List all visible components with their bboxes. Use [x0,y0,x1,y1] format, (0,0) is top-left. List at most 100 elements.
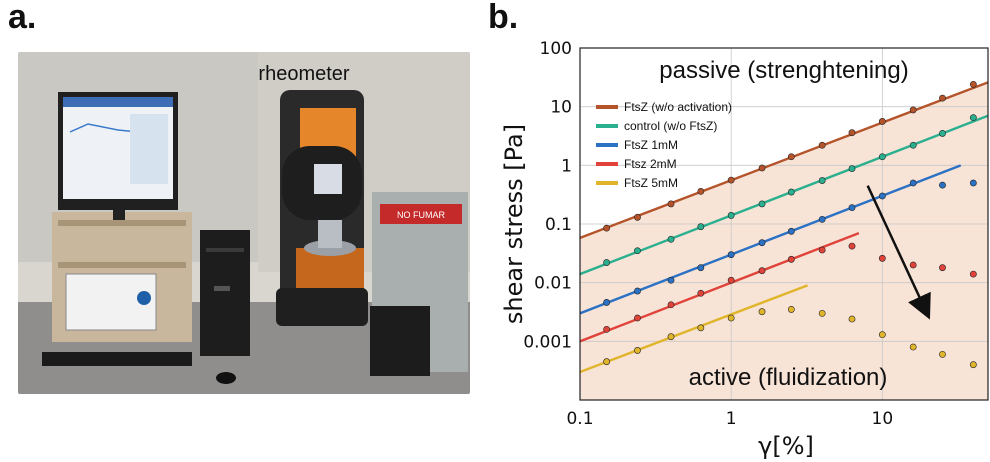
data-point-series-2 [697,264,705,272]
data-point-series-2 [939,181,946,189]
legend-label: Ftsz 2mM [624,157,677,171]
legend-label: FtsZ (w/o activation) [624,100,732,114]
data-point-series-4 [667,333,675,341]
data-point-series-1 [667,235,675,243]
y-tick-label: 0.01 [534,274,572,294]
data-point-series-3 [969,270,977,278]
sign-text: NO FUMAR [397,210,445,220]
data-point-series-3 [939,264,946,272]
y-tick-label: 1 [561,156,572,176]
data-point-series-1 [634,247,641,255]
passive-region-label: passive (strenghtening) [659,57,908,84]
data-point-series-2 [878,192,886,200]
y-tick-label: 0.001 [523,332,572,352]
x-axis-label: γ[%] [758,432,814,460]
data-point-series-0 [848,129,856,137]
keyboard [42,352,192,366]
data-point-series-1 [969,114,977,122]
data-point-series-3 [634,314,641,322]
data-point-series-1 [939,130,946,137]
data-point-series-3 [727,276,735,284]
data-point-series-4 [909,343,917,351]
data-point-series-1 [818,177,826,184]
data-point-series-2 [787,227,795,235]
fit-lines [580,81,988,374]
x-tick-label: 10 [872,409,894,429]
x-tick-label: 0.1 [566,409,593,429]
data-point-series-1 [787,188,795,196]
data-point-series-0 [634,213,641,221]
data-point-series-3 [818,246,826,254]
fit-line-series-3 [580,231,860,343]
data-point-series-4 [818,309,826,317]
plot-frame [579,47,989,401]
data-point-series-1 [909,141,917,149]
mouse [216,372,236,384]
data-point-series-4 [634,347,641,354]
data-point-series-0 [667,200,675,208]
fit-line-series-4 [580,284,808,374]
data-point-series-1 [758,200,766,208]
no-smoking-sign [380,204,462,224]
axis-ticks: 0.1 1 10 100 10 1 0.1 0.01 0.001 [523,39,893,429]
x-tick-label: 1 [726,409,737,429]
data-point-series-2 [667,276,675,284]
rheometer-photo: NO FUMAR rheometer [18,52,470,394]
data-point-series-1 [727,212,735,219]
data-point-series-1 [697,223,705,231]
data-point-series-2 [634,287,641,295]
data-point-series-0 [818,141,826,149]
fit-line-series-0 [580,81,988,240]
fit-line-series-2 [580,164,962,315]
y-tick-label: 10 [550,98,572,118]
data-point-series-2 [727,251,735,259]
data-point-series-2 [848,204,856,212]
legend-label: FtsZ 5mM [624,176,678,190]
data-points [603,80,977,369]
data-point-series-4 [727,314,735,322]
data-point-series-4 [848,315,856,323]
data-point-series-2 [603,299,611,306]
data-point-series-4 [969,361,977,369]
active-region-label: active (fluidization) [689,364,888,391]
controller-box [370,306,430,376]
y-tick-label: 0.1 [545,215,572,235]
legend-label: control (w/o FtsZ) [624,119,717,133]
trend-arrow [866,185,931,320]
data-point-series-2 [969,179,977,187]
data-point-series-3 [878,254,886,262]
panel-label-b: b. [488,0,519,36]
data-point-series-4 [787,306,795,313]
data-point-series-0 [758,164,766,172]
region-labels: passive (strenghtening) active (fluidizat… [659,57,908,391]
data-point-series-1 [848,165,856,172]
data-point-series-0 [969,80,977,88]
data-point-series-0 [697,187,705,195]
active-region [580,82,988,400]
y-axis-label: shear stress [Pa] [500,124,528,324]
shear-stress-chart: 0.1 1 10 100 10 1 0.1 0.01 0.001 passive (streng… [500,39,989,460]
data-point-series-4 [939,350,946,358]
data-point-series-4 [758,308,766,316]
data-point-series-3 [603,325,611,333]
data-point-series-0 [603,224,611,232]
data-point-series-3 [848,242,856,250]
data-point-series-2 [818,215,826,223]
rheometer-label: rheometer [258,63,349,85]
legend: FtsZ (w/o activation) control (w/o FtsZ) F… [596,100,732,190]
data-point-series-3 [697,289,705,297]
data-point-series-0 [787,153,795,161]
data-point-series-0 [878,118,886,125]
data-point-series-0 [727,176,735,184]
data-point-series-4 [603,358,611,366]
legend-label: FtsZ 1mM [624,138,678,152]
data-point-series-4 [878,331,886,339]
data-point-series-3 [787,255,795,263]
fit-line-series-1 [580,114,988,276]
data-point-series-0 [909,106,917,114]
panel-label-a: a. [8,0,37,36]
data-point-series-3 [758,267,766,275]
data-point-series-4 [697,324,705,332]
data-point-series-1 [878,153,886,161]
data-point-series-1 [603,259,611,266]
